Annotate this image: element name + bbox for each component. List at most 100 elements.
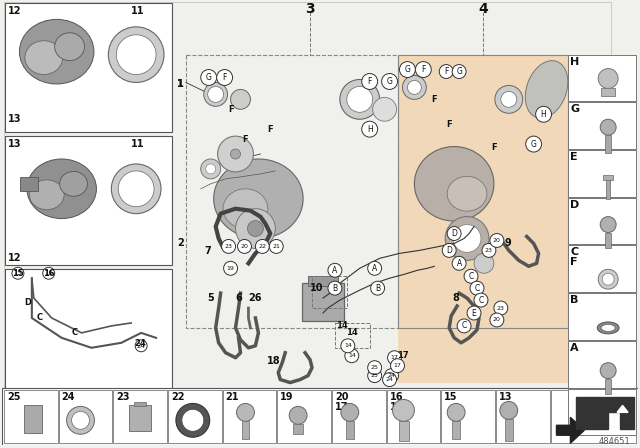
Circle shape [490, 313, 504, 327]
Ellipse shape [19, 19, 94, 84]
Text: F: F [228, 105, 234, 114]
Circle shape [470, 281, 484, 295]
Text: F: F [444, 67, 449, 76]
Bar [277, 389, 331, 443]
Circle shape [223, 261, 237, 275]
Bar [568, 55, 636, 101]
Circle shape [340, 79, 380, 119]
Text: 16: 16 [390, 392, 403, 401]
Bar [568, 246, 636, 292]
Bar [293, 424, 303, 434]
Text: 23: 23 [485, 248, 493, 253]
Circle shape [467, 306, 481, 320]
Bar [441, 389, 495, 443]
Bar [397, 55, 568, 383]
Text: 5: 5 [207, 293, 214, 303]
Circle shape [500, 401, 518, 419]
Bar [186, 55, 397, 328]
Circle shape [453, 224, 481, 252]
Circle shape [269, 240, 284, 254]
Ellipse shape [29, 180, 64, 210]
Circle shape [525, 136, 541, 152]
Bar [568, 341, 636, 388]
Text: G: G [206, 73, 212, 82]
Bar [5, 269, 172, 388]
Text: 22: 22 [171, 392, 184, 401]
Text: C: C [72, 328, 77, 337]
Circle shape [495, 86, 523, 113]
Bar [24, 405, 42, 433]
Circle shape [385, 369, 399, 383]
Text: C: C [474, 284, 479, 293]
Text: C: C [37, 313, 43, 322]
Text: F: F [491, 142, 497, 151]
Text: F: F [367, 77, 372, 86]
Text: F: F [446, 120, 452, 129]
Text: 14: 14 [348, 353, 356, 358]
Circle shape [403, 76, 426, 99]
Bar [568, 293, 636, 340]
Circle shape [341, 339, 355, 353]
Bar [568, 388, 636, 435]
Text: 1: 1 [177, 79, 184, 90]
Circle shape [118, 171, 154, 207]
Circle shape [135, 340, 147, 352]
Circle shape [205, 164, 216, 174]
Bar [4, 389, 58, 443]
Text: 20: 20 [241, 244, 248, 249]
Text: E: E [472, 309, 476, 318]
Text: C: C [478, 296, 484, 305]
Text: G: G [456, 67, 462, 76]
Bar [346, 421, 354, 439]
Circle shape [108, 27, 164, 82]
Text: 25: 25 [371, 373, 379, 378]
Text: D: D [24, 298, 31, 307]
Circle shape [452, 65, 466, 78]
Circle shape [368, 369, 381, 383]
Bar [2, 388, 638, 445]
Circle shape [388, 351, 401, 365]
Circle shape [501, 91, 516, 108]
Polygon shape [617, 405, 628, 412]
Circle shape [600, 119, 616, 135]
Text: F: F [223, 73, 227, 82]
Ellipse shape [214, 159, 303, 238]
Circle shape [482, 243, 496, 257]
Bar [302, 283, 344, 321]
Text: 26: 26 [248, 293, 262, 303]
Circle shape [345, 349, 359, 363]
Text: F: F [268, 125, 273, 134]
Circle shape [237, 240, 252, 254]
Bar [603, 175, 613, 180]
Text: 12: 12 [8, 6, 22, 16]
Bar [397, 55, 568, 328]
Text: A: A [332, 266, 337, 275]
Text: F: F [243, 134, 248, 144]
Circle shape [368, 361, 381, 375]
Circle shape [218, 136, 253, 172]
Ellipse shape [54, 33, 84, 60]
Circle shape [598, 269, 618, 289]
Ellipse shape [414, 146, 494, 221]
Ellipse shape [447, 177, 487, 211]
Bar [332, 389, 385, 443]
Text: 15: 15 [13, 270, 22, 276]
Circle shape [494, 301, 508, 315]
Circle shape [408, 81, 421, 95]
Text: 18: 18 [267, 356, 280, 366]
Circle shape [208, 86, 223, 102]
Circle shape [447, 227, 461, 241]
Circle shape [116, 35, 156, 74]
Bar [168, 389, 221, 443]
Text: A: A [456, 259, 461, 268]
Circle shape [204, 82, 228, 106]
Circle shape [362, 73, 378, 90]
Text: A: A [372, 264, 377, 273]
Text: 17: 17 [394, 363, 401, 368]
Text: 9: 9 [505, 238, 511, 249]
Bar [129, 405, 151, 431]
Bar [568, 102, 636, 149]
Circle shape [600, 363, 616, 379]
Text: 14: 14 [390, 402, 403, 413]
Text: 25: 25 [7, 392, 20, 401]
